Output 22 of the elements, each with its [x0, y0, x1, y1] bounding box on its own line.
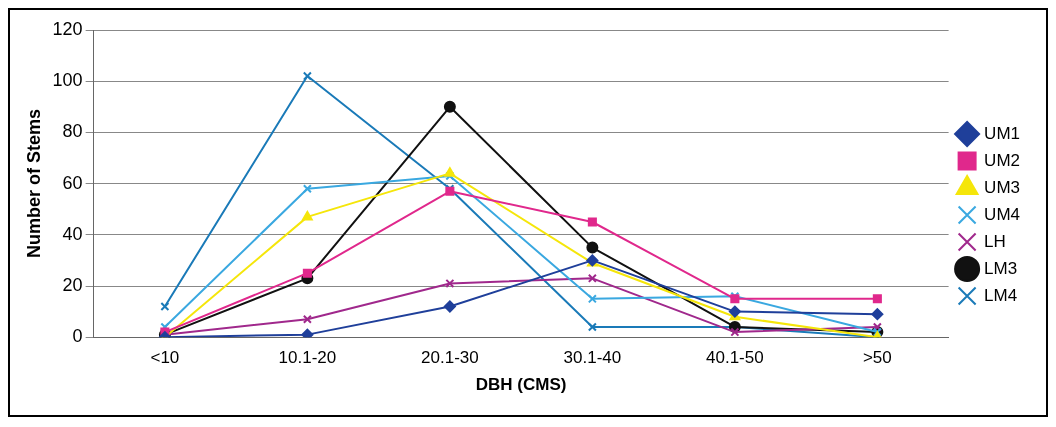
y-tick-label: 40	[62, 223, 83, 244]
legend-label: UM3	[984, 177, 1021, 197]
y-tick-label: 80	[62, 121, 83, 142]
legend-label: UM4	[984, 204, 1021, 224]
x-tick-label: 10.1-20	[278, 348, 337, 368]
y-tick-label: 0	[72, 326, 83, 347]
legend-label: LM4	[984, 285, 1018, 305]
legend-label: UM2	[984, 150, 1021, 170]
x-tick-label: 40.1-50	[706, 348, 764, 368]
x-tick-label: >50	[862, 348, 892, 368]
y-tick-label: 20	[62, 274, 83, 295]
y-tick-label: 120	[52, 18, 83, 39]
x-axis-title: DBH (CMS)	[475, 375, 567, 395]
legend-label: LH	[984, 231, 1006, 251]
y-axis-title: Number of Stems	[23, 109, 44, 259]
x-tick-label: 20.1-30	[421, 348, 479, 368]
legend-label: LM3	[984, 258, 1018, 278]
y-tick-label: 100	[52, 70, 83, 91]
x-tick-label: <10	[150, 348, 180, 368]
y-tick-label: 60	[62, 172, 83, 193]
x-tick-label: 30.1-40	[563, 348, 622, 368]
legend-label: UM1	[984, 123, 1021, 143]
